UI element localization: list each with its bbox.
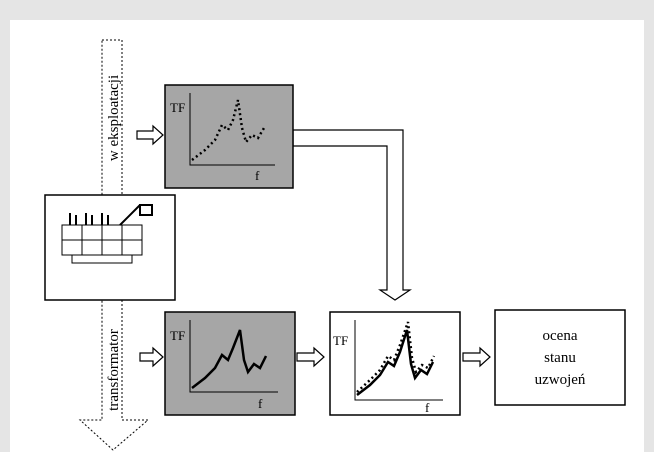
result-box — [494, 309, 626, 406]
panel-y-label: TF — [170, 328, 185, 343]
panel-operation — [164, 84, 294, 189]
arrows — [136, 124, 491, 368]
panel-x-label: f — [425, 400, 430, 415]
result-line: uzwojeń — [535, 372, 586, 388]
panel-compare — [329, 311, 461, 416]
result-line: stanu — [544, 350, 576, 366]
panel-y-label: TF — [333, 333, 348, 348]
transformer-label: transformator — [106, 329, 122, 411]
panel-x-label: f — [255, 168, 260, 183]
panel-reference — [164, 311, 296, 416]
panel-y-label: TF — [170, 100, 185, 115]
transformer-box — [44, 194, 176, 301]
result-line: ocena — [543, 328, 578, 344]
panel-x-label: f — [258, 396, 263, 411]
in-operation-label: w eksploatacji — [106, 75, 122, 161]
